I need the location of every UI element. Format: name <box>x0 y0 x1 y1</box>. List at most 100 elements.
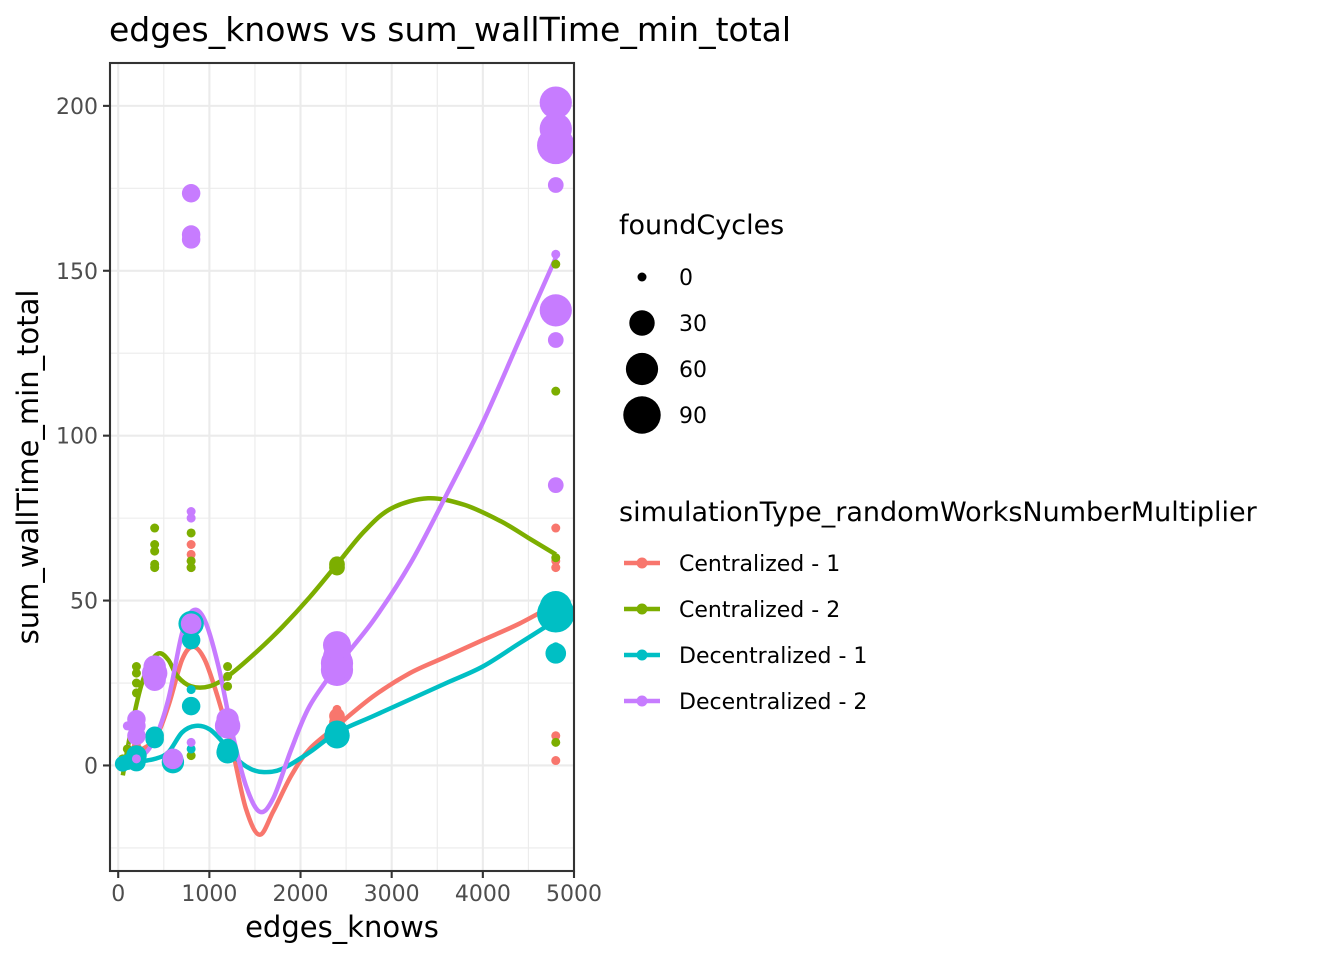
data-point <box>180 613 202 634</box>
data-point <box>150 540 160 550</box>
data-point <box>551 731 561 741</box>
data-point <box>223 671 233 681</box>
size-legend-key <box>623 396 661 434</box>
data-point <box>329 556 345 573</box>
x-tick-label: 0 <box>111 882 125 907</box>
data-point <box>547 177 564 193</box>
data-point <box>551 259 561 269</box>
y-tick-label: 200 <box>56 95 98 120</box>
data-point <box>322 631 351 660</box>
data-point <box>186 744 196 754</box>
data-point <box>186 549 196 559</box>
y-tick-label: 50 <box>70 590 98 615</box>
data-point <box>186 507 196 517</box>
size-legend-label: 30 <box>679 312 707 337</box>
color-legend-label: Centralized - 1 <box>679 552 840 577</box>
data-point <box>551 756 561 766</box>
data-point <box>186 540 196 550</box>
data-point <box>145 726 164 746</box>
data-point <box>547 477 564 493</box>
x-axis-title: edges_knows <box>245 910 439 944</box>
y-axis-title: sum_wallTime_min_total <box>11 290 45 645</box>
data-point <box>131 754 141 764</box>
data-point <box>181 184 201 203</box>
data-point <box>223 662 233 672</box>
data-points <box>114 86 575 774</box>
data-point <box>545 643 567 664</box>
data-point <box>143 655 166 678</box>
data-point <box>539 591 572 624</box>
data-point <box>223 681 233 691</box>
data-point <box>551 553 561 563</box>
x-tick-label: 4000 <box>455 882 511 907</box>
data-point <box>131 688 141 698</box>
plot-panel <box>108 61 576 873</box>
data-point <box>216 708 239 731</box>
data-point <box>181 630 201 650</box>
y-tick-label: 0 <box>84 754 98 779</box>
data-point <box>551 249 561 259</box>
data-point <box>324 720 349 745</box>
size-legend-keys: 0 30 60 90 <box>623 266 707 434</box>
grid <box>110 63 576 871</box>
y-tick-label: 100 <box>56 425 98 450</box>
data-point <box>150 523 160 533</box>
data-point <box>217 738 238 760</box>
y-axis: 0 50 100 150 200 <box>56 95 110 779</box>
data-point <box>131 662 141 672</box>
data-point <box>150 559 160 569</box>
smooth-line <box>125 256 558 815</box>
data-point <box>551 563 561 573</box>
color-legend-label: Decentralized - 2 <box>679 690 867 715</box>
smooth-line <box>117 601 557 837</box>
data-point <box>181 225 201 244</box>
color-legend: simulationType_randomWorksNumberMultipli… <box>619 497 1258 715</box>
data-point <box>162 748 184 770</box>
x-axis: 0 1000 2000 3000 4000 5000 <box>111 871 602 907</box>
size-legend-key <box>625 352 659 386</box>
size-legend-key <box>629 310 655 336</box>
color-legend-label: Decentralized - 1 <box>679 644 867 669</box>
x-tick-label: 5000 <box>546 882 602 907</box>
data-point <box>186 685 196 695</box>
data-point <box>150 546 160 556</box>
color-legend-point <box>636 649 648 661</box>
data-point <box>539 112 572 146</box>
data-point <box>127 710 146 729</box>
x-tick-label: 3000 <box>364 882 420 907</box>
data-point <box>131 668 141 678</box>
size-legend-label: 0 <box>679 266 693 291</box>
size-legend-key <box>637 272 647 282</box>
data-point <box>539 294 572 327</box>
data-point <box>186 737 196 747</box>
chart-title: edges_knows vs sum_wallTime_min_total <box>109 10 791 49</box>
data-point <box>539 86 572 119</box>
data-point <box>551 642 561 652</box>
color-legend-title: simulationType_randomWorksNumberMultipli… <box>619 497 1258 528</box>
size-legend-label: 90 <box>679 404 707 429</box>
data-point <box>186 556 196 566</box>
color-legend-point <box>636 557 648 569</box>
color-legend-point <box>636 695 648 707</box>
data-point <box>131 678 141 688</box>
data-point <box>186 528 196 538</box>
x-tick-label: 1000 <box>181 882 237 907</box>
color-legend-label: Centralized - 2 <box>679 598 840 623</box>
y-tick-label: 150 <box>56 260 98 285</box>
data-point <box>181 696 201 716</box>
data-point <box>551 386 561 396</box>
data-point <box>186 563 196 573</box>
data-point <box>186 751 196 761</box>
size-legend-label: 60 <box>679 358 707 383</box>
data-point <box>332 704 342 714</box>
data-point <box>551 523 561 533</box>
data-point <box>329 708 345 724</box>
data-point <box>551 737 561 747</box>
x-tick-label: 2000 <box>273 882 329 907</box>
color-legend-point <box>636 603 648 615</box>
data-point <box>547 332 564 348</box>
size-legend-title: foundCycles <box>619 210 784 241</box>
data-point <box>186 513 196 523</box>
color-legend-keys: Centralized - 1 Centralized - 2 Decentrali… <box>624 552 867 715</box>
